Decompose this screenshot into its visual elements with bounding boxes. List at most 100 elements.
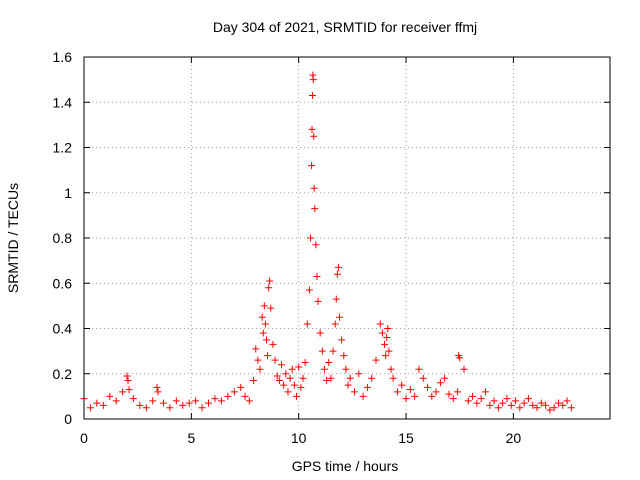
data-point (313, 272, 321, 280)
data-point (334, 263, 342, 271)
data-point (454, 388, 462, 396)
data-point (271, 356, 279, 364)
data-point (520, 399, 528, 407)
data-point (402, 395, 410, 403)
data-point (309, 76, 317, 84)
data-point (320, 365, 328, 373)
x-axis-label: GPS time / hours (292, 458, 399, 474)
data-point (424, 383, 432, 391)
data-point (260, 302, 268, 310)
grid-lines (84, 57, 610, 419)
data-point (125, 386, 133, 394)
data-point (381, 340, 389, 348)
data-point (325, 358, 333, 366)
data-point (318, 347, 326, 355)
data-point (230, 388, 238, 396)
data-point (384, 325, 392, 332)
data-point (153, 383, 161, 391)
data-point (269, 340, 277, 348)
data-point (503, 395, 511, 403)
data-point (398, 381, 406, 389)
data-point (310, 132, 318, 140)
data-point (185, 399, 193, 407)
data-point (346, 374, 354, 382)
y-tick-label: 0 (64, 411, 72, 427)
data-point (282, 370, 290, 378)
data-point (308, 162, 316, 170)
data-point (93, 399, 101, 407)
data-point (273, 372, 281, 380)
y-tick-label: 0.6 (53, 275, 73, 291)
data-point (129, 395, 137, 403)
data-point (333, 270, 341, 278)
data-point (224, 392, 232, 400)
x-tick-label: 20 (506, 430, 522, 446)
data-point (259, 329, 267, 337)
data-point (303, 320, 311, 328)
data-point (486, 401, 494, 409)
data-point (355, 370, 363, 378)
data-point (473, 399, 481, 407)
data-point (411, 392, 419, 400)
data-point (264, 352, 272, 360)
data-point (154, 388, 162, 396)
data-point (524, 395, 532, 403)
data-point (297, 383, 305, 391)
data-point (258, 313, 266, 321)
data-point (308, 125, 316, 133)
data-point (316, 329, 324, 337)
data-point (237, 383, 245, 391)
data-point (542, 401, 550, 409)
data-point (136, 401, 144, 409)
data-point (359, 392, 367, 400)
data-point (278, 361, 286, 369)
data-point (293, 392, 301, 400)
data-point (338, 336, 346, 344)
data-point (314, 297, 322, 305)
data-point (445, 390, 453, 398)
data-point (351, 388, 359, 396)
data-point (312, 241, 320, 249)
data-point (567, 404, 575, 412)
data-point (123, 372, 131, 380)
data-point (368, 374, 376, 382)
data-point (310, 184, 318, 192)
data-point (428, 392, 436, 400)
x-tick-label: 5 (187, 430, 195, 446)
data-point (342, 365, 350, 373)
data-point (99, 401, 107, 409)
data-point (288, 365, 296, 373)
data-point (119, 388, 127, 396)
data-point (415, 365, 423, 373)
data-point (305, 286, 313, 294)
data-point (372, 356, 380, 364)
data-point (254, 356, 262, 364)
y-tick-label: 0.4 (53, 321, 73, 337)
data-point (252, 345, 260, 353)
data-point (387, 365, 395, 373)
data-point (250, 377, 258, 385)
data-point (432, 388, 440, 396)
data-point (419, 374, 427, 382)
data-point (280, 381, 288, 389)
chart-title: Day 304 of 2021, SRMTID for receiver ffm… (213, 19, 477, 35)
data-point (211, 395, 219, 403)
data-point (205, 399, 213, 407)
data-point (142, 404, 150, 412)
data-point (406, 386, 414, 394)
data-point (266, 277, 274, 285)
axis-ticks: 0 0.2 0.4 0.6 0.8 1 1.2 1.4 1.6 0 5 10 15 20 (53, 49, 610, 446)
data-point (550, 404, 558, 412)
data-point (546, 406, 554, 414)
data-point (449, 395, 457, 403)
data-point (464, 397, 472, 405)
data-point (494, 404, 502, 412)
data-point (241, 392, 249, 400)
x-tick-label: 15 (398, 430, 414, 446)
data-point (529, 401, 537, 409)
data-point (261, 320, 269, 328)
data-points (80, 71, 575, 414)
data-point (308, 91, 316, 99)
